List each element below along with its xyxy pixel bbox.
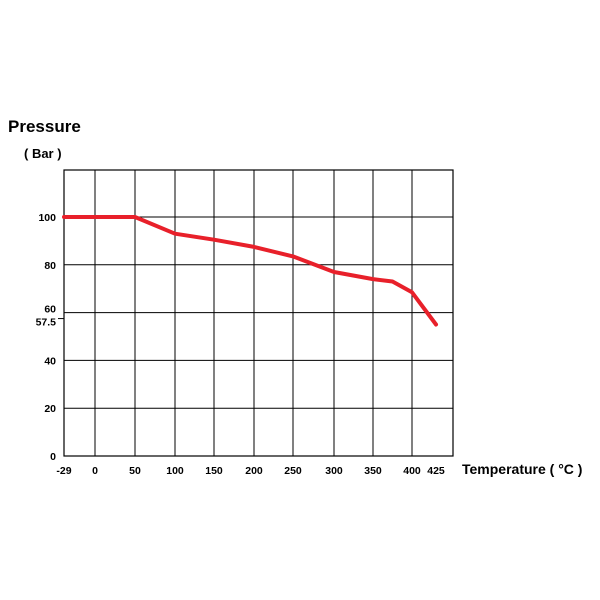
x-tick-label: 0 (92, 465, 98, 477)
x-tick-label: 350 (364, 465, 382, 477)
y-tick-labels: 0 20 40 57.560 80 100 (36, 212, 64, 463)
x-tick-label: -29 (56, 465, 71, 477)
x-tick-label: 100 (166, 465, 184, 477)
x-tick-label: 50 (129, 465, 141, 477)
plot-frame (63, 169, 454, 457)
y-tick-label: 0 (50, 451, 56, 463)
y-tick-label: 100 (38, 212, 56, 224)
y-tick-label: 60 (44, 304, 56, 316)
x-tick-label: 250 (284, 465, 302, 477)
x-axis-title: Temperature ( °C ) (462, 461, 582, 477)
y-tick-label: 80 (44, 260, 56, 272)
x-tick-label: 200 (245, 465, 263, 477)
y-axis-title: Pressure (8, 117, 81, 136)
pressure-series-line (62, 215, 438, 327)
grid (64, 170, 453, 456)
y-tick-label: 57.5 (36, 317, 57, 329)
y-axis-unit: ( Bar ) (24, 146, 62, 161)
x-tick-label: 425 (427, 465, 445, 477)
y-tick-label: 40 (44, 355, 56, 367)
x-tick-labels: -29 0 50 100 150 200 250 300 350 400 425 (56, 465, 445, 477)
x-tick-label: 300 (325, 465, 343, 477)
y-tick-label: 20 (44, 403, 56, 415)
x-tick-label: 150 (205, 465, 223, 477)
x-tick-label: 400 (403, 465, 421, 477)
